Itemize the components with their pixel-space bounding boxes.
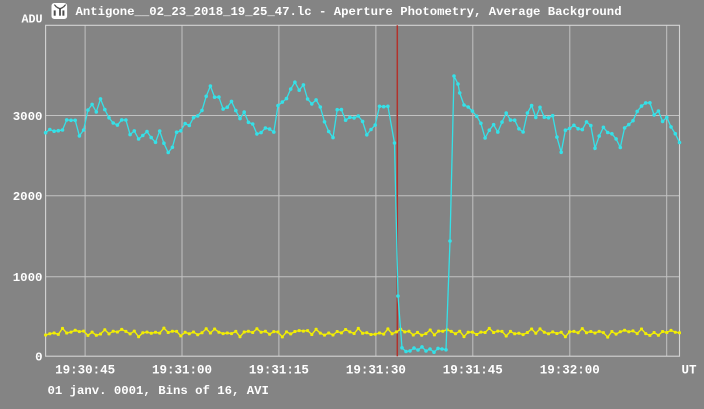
svg-text:Antigone__02_23_2018_19_25_47.: Antigone__02_23_2018_19_25_47.lc - Apert…: [76, 5, 622, 19]
svg-text:19:31:45: 19:31:45: [443, 364, 503, 378]
svg-text:19:30:45: 19:30:45: [55, 364, 115, 378]
svg-text:19:31:30: 19:31:30: [346, 364, 406, 378]
svg-text:0: 0: [35, 351, 42, 365]
svg-text:01 janv. 0001, Bins of 16, AVI: 01 janv. 0001, Bins of 16, AVI: [48, 384, 269, 398]
svg-text:1000: 1000: [13, 271, 43, 285]
svg-text:3000: 3000: [13, 110, 43, 124]
svg-text:19:32:00: 19:32:00: [540, 364, 600, 378]
svg-text:2000: 2000: [13, 190, 43, 204]
svg-text:19:31:00: 19:31:00: [152, 364, 212, 378]
svg-text:UT: UT: [681, 364, 697, 378]
svg-text:19:31:15: 19:31:15: [249, 364, 309, 378]
svg-text:ADU: ADU: [21, 12, 42, 26]
